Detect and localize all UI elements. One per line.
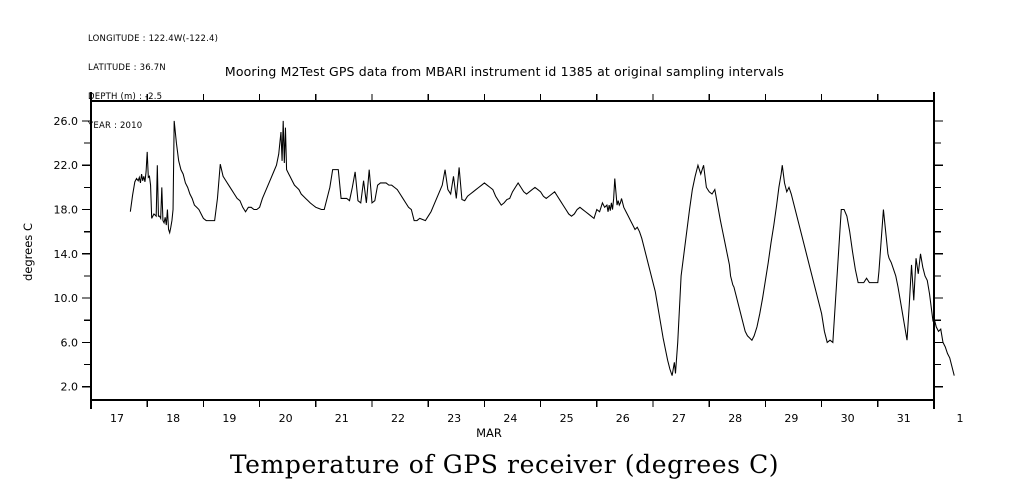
y-tick-label-14.0: 14.0 (54, 248, 79, 261)
x-tick-label-19: 19 (222, 412, 236, 425)
x-tick-label-30: 30 (841, 412, 855, 425)
y-tick-label-26.0: 26.0 (54, 115, 79, 128)
x-axis-title: MAR (476, 426, 502, 440)
metadata-depth: DEPTH (m) : -2.5 (88, 91, 163, 102)
x-tick-label-25: 25 (560, 412, 574, 425)
chart-title: Mooring M2Test GPS data from MBARI instr… (224, 64, 785, 79)
x-tick-label-20: 20 (279, 412, 293, 425)
axis-labels-group: 17 18 19 20 21 22 23 24 25 26 27 28 29 30 31 1 2.0 6.0 10.… (54, 115, 964, 425)
metadata-block: LONGITUDE : 122.4W(-122.4) LATITUDE : 36… (88, 16, 218, 150)
temperature-series-line (129, 120, 955, 376)
x-tick-label-28: 28 (728, 412, 742, 425)
y-tick-label-18.0: 18.0 (54, 204, 79, 217)
x-tick-label-23: 23 (447, 412, 461, 425)
y-tick-label-6.0: 6.0 (61, 336, 79, 349)
x-tick-label-1: 1 (957, 412, 964, 425)
x-tick-label-26: 26 (616, 412, 630, 425)
x-tick-label-24: 24 (503, 412, 517, 425)
metadata-year: YEAR : 2010 (88, 120, 143, 131)
x-tick-label-22: 22 (391, 412, 405, 425)
metadata-latitude: LATITUDE : 36.7N (88, 62, 166, 73)
figure-caption: Temperature of GPS receiver (degrees C) (229, 450, 780, 479)
plot-frame (90, 100, 935, 401)
metadata-longitude: LONGITUDE : 122.4W(-122.4) (88, 34, 219, 45)
x-tick-label-21: 21 (335, 412, 349, 425)
y-axis-title: degrees C (21, 223, 35, 281)
x-tick-label-17: 17 (110, 412, 124, 425)
x-tick-label-27: 27 (672, 412, 686, 425)
axes-group (82, 92, 943, 409)
y-tick-label-2.0: 2.0 (61, 381, 79, 394)
y-tick-label-10.0: 10.0 (54, 292, 79, 305)
x-tick-label-29: 29 (784, 412, 798, 425)
y-tick-label-22.0: 22.0 (54, 159, 79, 172)
x-tick-label-18: 18 (166, 412, 180, 425)
x-tick-label-31: 31 (897, 412, 911, 425)
